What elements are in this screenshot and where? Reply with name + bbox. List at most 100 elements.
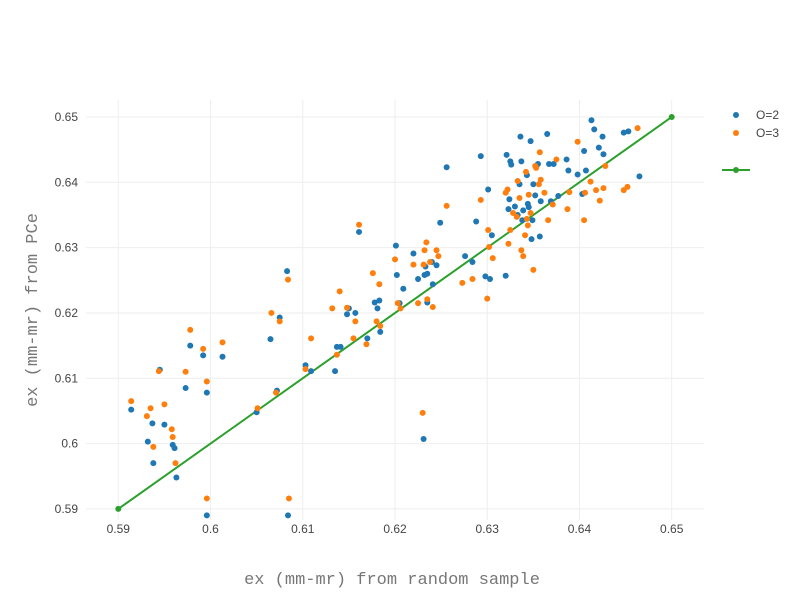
scatter-point-series-2 (602, 162, 609, 169)
scatter-point-series-2 (545, 217, 552, 224)
legend-item-3[interactable] (722, 167, 750, 173)
scatter-point-series-2 (536, 149, 543, 156)
scatter-point-series-1 (376, 297, 383, 304)
scatter-point-series-1 (150, 460, 157, 467)
scatter-point-series-1 (508, 161, 515, 168)
scatter-point-series-1 (200, 352, 207, 359)
y-tick-label: 0.61 (55, 371, 79, 385)
scatter-point-series-2 (168, 426, 175, 433)
y-tick-label: 0.63 (55, 241, 79, 255)
scatter-point-series-1 (528, 236, 535, 243)
scatter-point-series-2 (624, 183, 631, 190)
scatter-point-series-2 (518, 247, 525, 254)
scatter-point-series-1 (511, 203, 518, 210)
y-tick-label: 0.6 (61, 437, 78, 451)
scatter-point-series-1 (161, 421, 168, 428)
scatter-point-series-1 (420, 436, 427, 442)
scatter-point-series-1 (527, 138, 534, 145)
scatter-point-series-1 (488, 232, 495, 239)
y-tick-label: 0.62 (55, 306, 79, 320)
scatter-point-series-2 (219, 339, 226, 346)
scatter-point-series-1 (364, 335, 371, 342)
scatter-point-series-1 (599, 133, 606, 140)
x-tick-label: 0.63 (476, 522, 500, 536)
scatter-point-series-1 (182, 385, 189, 392)
scatter-point-series-2 (525, 191, 532, 198)
scatter-point-series-2 (344, 304, 351, 311)
identity-line (117, 116, 673, 510)
legend-item-1[interactable]: O=2 (733, 108, 779, 122)
scatter-point-series-2 (352, 318, 359, 325)
scatter-point-series-2 (376, 281, 383, 288)
scatter-point-series-2 (477, 196, 484, 203)
scatter-point-series-1 (285, 512, 291, 519)
legend-label: O=3 (756, 126, 779, 140)
scatter-point-series-2 (333, 351, 340, 358)
scatter-point-series-2 (541, 189, 548, 196)
scatter-point-series-2 (363, 341, 370, 348)
scatter-point-series-2 (394, 300, 401, 307)
scatter-point-series-1 (591, 126, 598, 133)
scatter-point-series-2 (581, 217, 588, 224)
scatter-point-series-2 (302, 366, 309, 373)
data-points-layer (128, 117, 643, 519)
scatter-point-series-1 (374, 305, 381, 312)
scatter-point-series-1 (462, 253, 469, 260)
scatter-point-series-2 (459, 279, 466, 286)
line-endpoint-marker (115, 505, 122, 512)
x-tick-label: 0.59 (107, 522, 131, 536)
y-tick-label: 0.59 (55, 502, 79, 516)
scatter-point-series-2 (530, 266, 537, 273)
legend-label: O=2 (756, 108, 779, 122)
scatter-point-series-2 (356, 221, 363, 228)
scatter-point-series-1 (344, 311, 351, 318)
scatter-point-series-1 (565, 167, 572, 174)
legend-item-2[interactable]: O=3 (733, 126, 779, 140)
legend[interactable]: O=2O=3 (722, 108, 779, 173)
scatter-point-series-2 (276, 318, 283, 325)
scatter-point-series-2 (420, 261, 427, 268)
scatter-point-series-2 (527, 210, 534, 216)
scatter-point-series-1 (128, 406, 135, 413)
scatter-point-series-1 (173, 474, 180, 481)
scatter-point-series-2 (524, 222, 531, 229)
scatter-point-series-2 (485, 226, 492, 233)
scatter-point-series-1 (144, 438, 151, 445)
scatter-point-series-1 (284, 268, 291, 275)
scatter-point-series-2 (187, 326, 194, 333)
scatter-point-series-2 (308, 335, 315, 342)
scatter-point-series-1 (550, 161, 557, 168)
scatter-point-series-2 (537, 176, 544, 183)
scatter-point-series-1 (505, 206, 512, 213)
scatter-point-series-2 (150, 443, 157, 450)
scatter-point-series-2 (172, 460, 179, 467)
scatter-point-series-1 (433, 262, 440, 269)
scatter-point-series-1 (477, 153, 484, 160)
scatter-point-series-1 (393, 272, 400, 279)
scatter-point-series-2 (419, 409, 426, 416)
scatter-point-series-1 (588, 117, 595, 124)
scatter-point-series-2 (486, 243, 493, 250)
scatter-point-series-2 (329, 305, 336, 312)
scatter-point-series-1 (518, 158, 525, 165)
scatter-point-series-2 (505, 240, 512, 247)
identity-line-layer (115, 113, 675, 512)
scatter-point-series-1 (377, 328, 384, 335)
x-axis-title: ex (mm-mr) from random sample (244, 571, 540, 590)
scatter-point-series-2 (143, 413, 150, 420)
scatter-point-series-1 (530, 181, 537, 188)
y-axis-title: ex (mm-mr) from PCe (24, 213, 43, 407)
scatter-point-series-1 (429, 281, 436, 288)
scatter-point-series-1 (171, 445, 178, 452)
scatter-point-series-2 (285, 276, 291, 283)
scatter-point-series-2 (285, 495, 292, 502)
scatter-point-series-2 (593, 187, 600, 194)
scatter-point-series-1 (149, 420, 156, 427)
scatter-point-series-1 (525, 204, 532, 211)
scatter-point-series-1 (503, 151, 510, 158)
scatter-point-series-2 (423, 239, 430, 246)
scatter-point-series-1 (574, 171, 581, 178)
scatter-point-series-1 (555, 193, 562, 200)
